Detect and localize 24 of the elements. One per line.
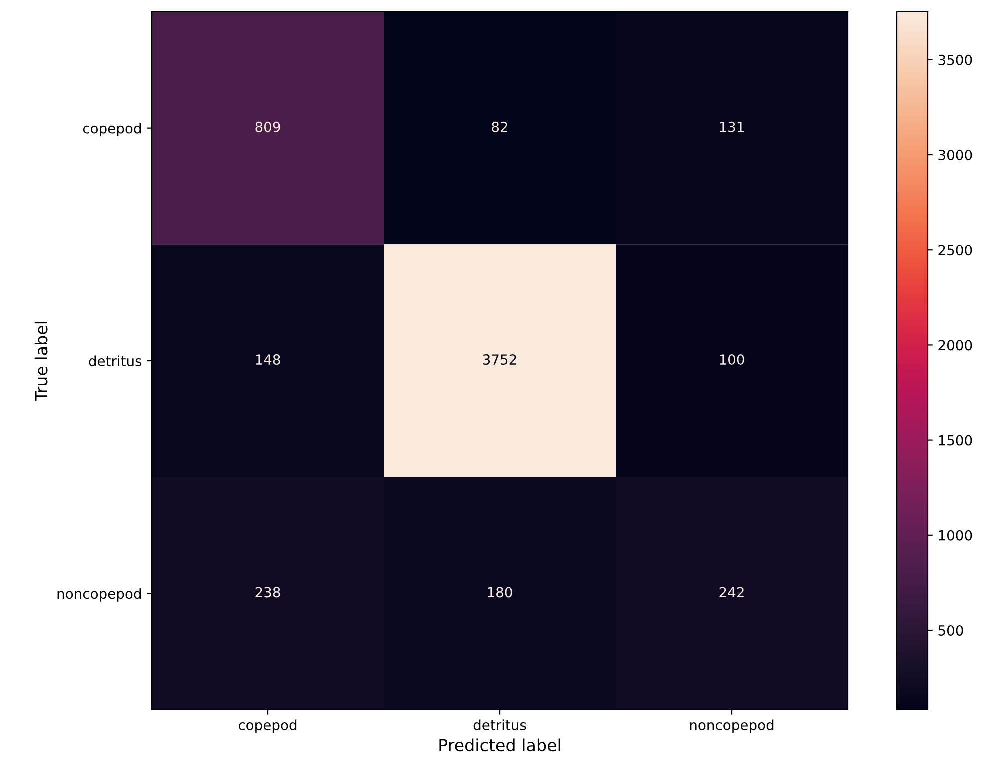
color-bar-label: 3000 [938, 150, 972, 160]
data-label: 100 [720, 354, 744, 366]
data-label: 242 [720, 587, 744, 598]
y-axis-title: True label [34, 322, 48, 402]
y-tick-label: copepod [83, 123, 142, 136]
data-label: 180 [488, 587, 512, 598]
color-bar-label: 2500 [938, 245, 972, 256]
y-tick-label: detritus [89, 356, 142, 366]
color-bar-label: 3500 [938, 54, 972, 66]
color-bar-label: 2000 [938, 340, 972, 351]
y-tick-label: noncopepod [58, 588, 142, 602]
x-tick-label: copepod [238, 720, 297, 734]
data-label: 82 [492, 122, 508, 132]
data-label: 809 [256, 122, 280, 132]
data-label: 131 [720, 122, 744, 132]
x-tick-label: noncopepod [690, 720, 774, 734]
x-axis-title: Predicted label [440, 738, 560, 752]
data-label: 148 [256, 354, 280, 366]
data-label: 3752 [483, 354, 516, 366]
color-bar-label: 1500 [939, 435, 972, 446]
color-bar-label: 500 [938, 625, 964, 636]
x-tick-label: detritus [474, 720, 526, 730]
data-label: 238 [256, 587, 280, 598]
color-bar-label: 1000 [939, 530, 972, 541]
